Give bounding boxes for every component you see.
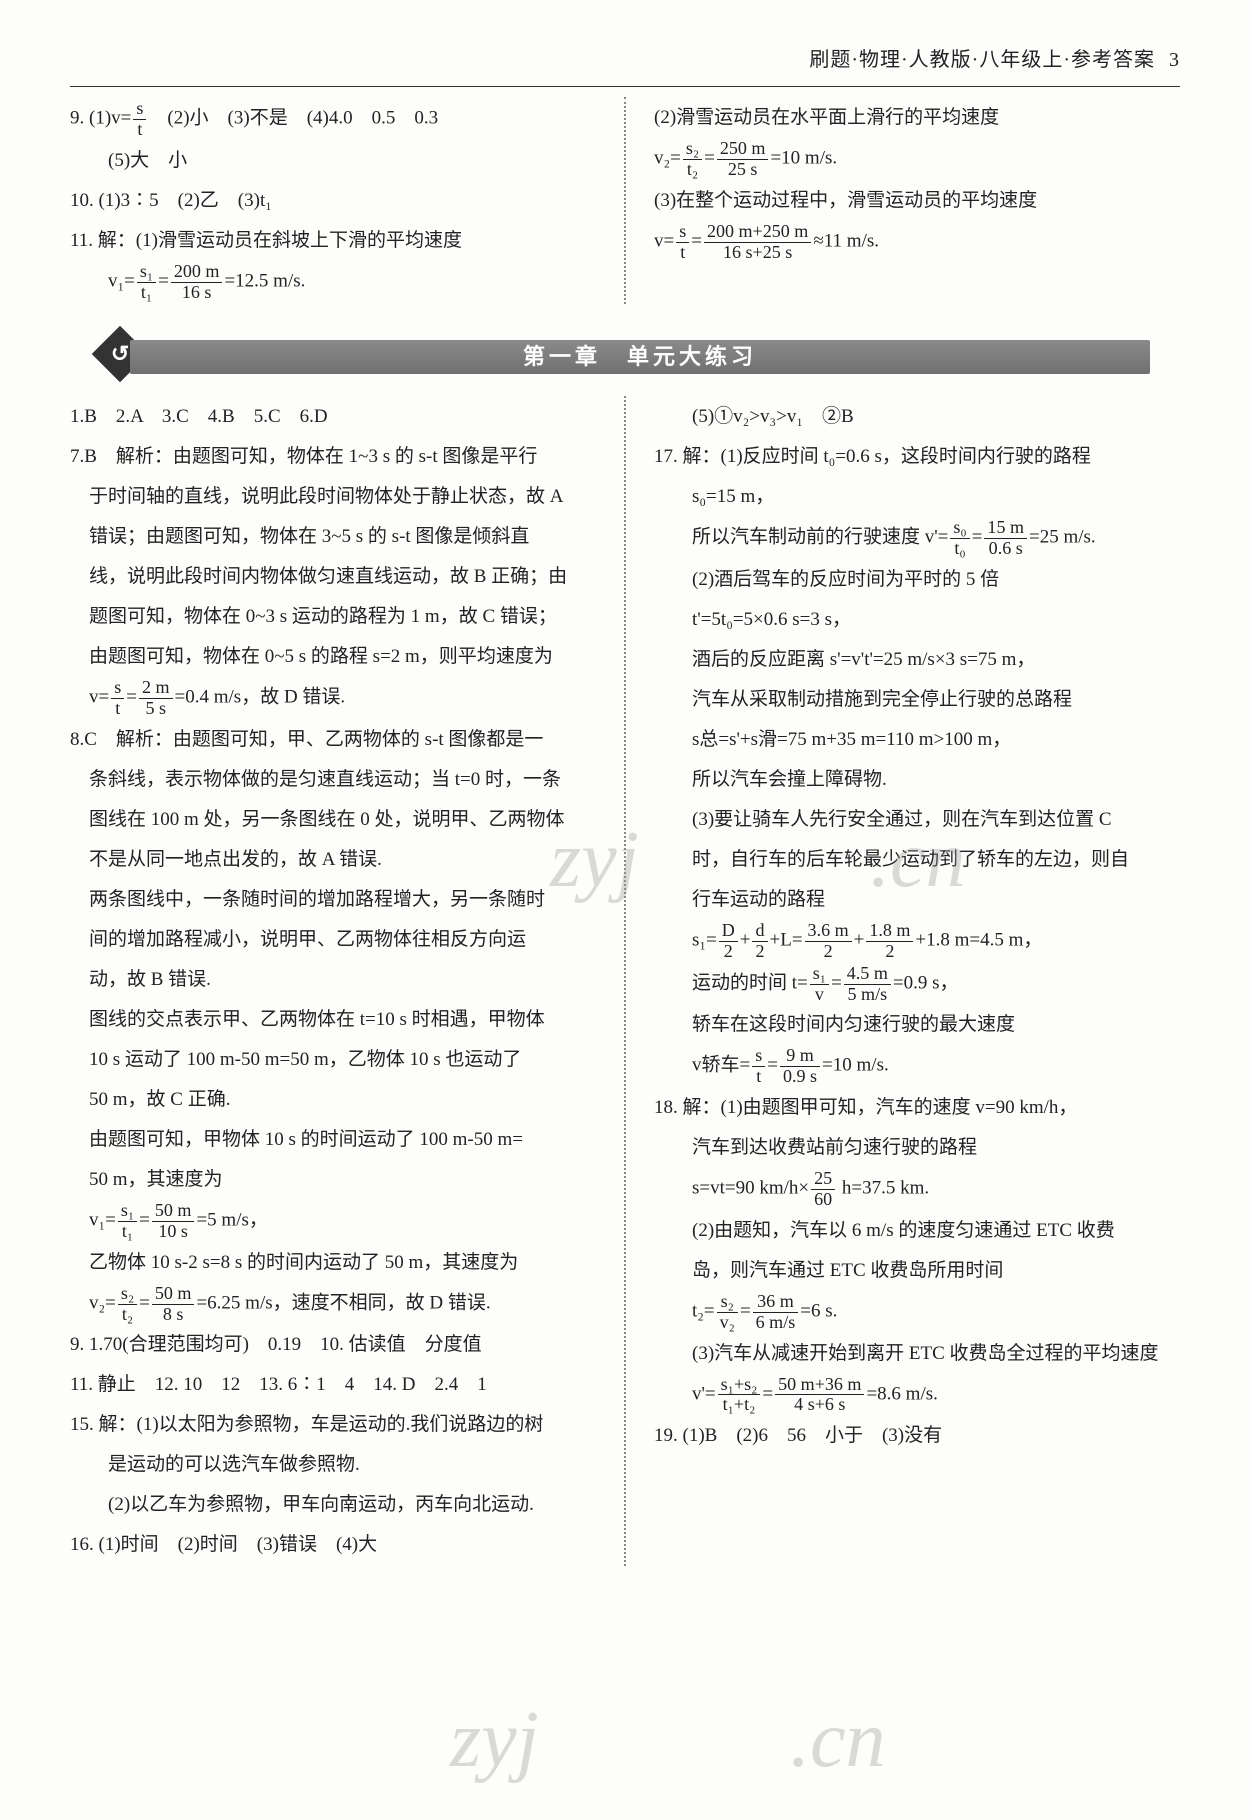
text-line: 9. (1)v=st (2)小 (3)不是 (4)4.0 0.5 0.3 bbox=[70, 99, 596, 140]
watermark: zyj bbox=[450, 1660, 539, 1820]
column-divider bbox=[624, 97, 626, 304]
text-line: (2)滑雪运动员在水平面上滑行的平均速度 bbox=[654, 99, 1180, 137]
text-line: 动，故 B 错误. bbox=[70, 961, 596, 999]
text-line: s₁=D2+d2+L=3.6 m2+1.8 m2+1.8 m=4.5 m， bbox=[654, 921, 1180, 962]
text-line: 汽车从采取制动措施到完全停止行驶的总路程 bbox=[654, 681, 1180, 719]
text-line: v₁=s₁t₁=50 m10 s=5 m/s， bbox=[70, 1201, 596, 1242]
page-number: 3 bbox=[1169, 49, 1180, 71]
text-line: 由题图可知，物体在 0~5 s 的路程 s=2 m，则平均速度为 bbox=[70, 638, 596, 676]
text-line: (5)①v₂>v₃>v₁ ②B bbox=[654, 398, 1180, 436]
text-line: (3)汽车从减速开始到离开 ETC 收费岛全过程的平均速度 bbox=[654, 1335, 1180, 1373]
text-line: (2)以乙车为参照物，甲车向南运动，丙车向北运动. bbox=[70, 1486, 596, 1524]
top-section: 9. (1)v=st (2)小 (3)不是 (4)4.0 0.5 0.3 (5)… bbox=[70, 97, 1180, 304]
main-left-column: 1.B 2.A 3.C 4.B 5.C 6.D7.B 解析：由题图可知，物体在 … bbox=[70, 396, 596, 1566]
text-line: (3)在整个运动过程中，滑雪运动员的平均速度 bbox=[654, 182, 1180, 220]
column-divider bbox=[624, 396, 626, 1566]
banner-title: 第一章 单元大练习 bbox=[130, 340, 1150, 374]
text-line: 酒后的反应距离 s'=v't'=25 m/s×3 s=75 m， bbox=[654, 641, 1180, 679]
text-line: v=st=200 m+250 m16 s+25 s≈11 m/s. bbox=[654, 222, 1180, 263]
text-line: 是运动的可以选汽车做参照物. bbox=[70, 1446, 596, 1484]
text-line: 条斜线，表示物体做的是匀速直线运动；当 t=0 时，一条 bbox=[70, 761, 596, 799]
text-line: (2)酒后驾车的反应时间为平时的 5 倍 bbox=[654, 561, 1180, 599]
text-line: t₂=s₂v₂=36 m6 m/s=6 s. bbox=[654, 1292, 1180, 1333]
text-line: 19. (1)B (2)6 56 小于 (3)没有 bbox=[654, 1417, 1180, 1455]
text-line: s=vt=90 km/h×2560 h=37.5 km. bbox=[654, 1169, 1180, 1210]
text-line: t'=5t₀=5×0.6 s=3 s， bbox=[654, 601, 1180, 639]
text-line: 运动的时间 t=s₁v=4.5 m5 m/s=0.9 s， bbox=[654, 964, 1180, 1005]
text-line: 15. 解：(1)以太阳为参照物，车是运动的.我们说路边的树 bbox=[70, 1406, 596, 1444]
text-line: 轿车在这段时间内匀速行驶的最大速度 bbox=[654, 1006, 1180, 1044]
text-line: 9. 1.70(合理范围均可) 0.19 10. 估读值 分度值 bbox=[70, 1326, 596, 1364]
text-line: 于时间轴的直线，说明此段时间物体处于静止状态，故 A bbox=[70, 478, 596, 516]
main-section: 1.B 2.A 3.C 4.B 5.C 6.D7.B 解析：由题图可知，物体在 … bbox=[70, 396, 1180, 1566]
text-line: v=st=2 m5 s=0.4 m/s，故 D 错误. bbox=[70, 678, 596, 719]
text-line: 1.B 2.A 3.C 4.B 5.C 6.D bbox=[70, 398, 596, 436]
text-line: 间的增加路程减小，说明甲、乙两物体往相反方向运 bbox=[70, 921, 596, 959]
text-line: 16. (1)时间 (2)时间 (3)错误 (4)大 bbox=[70, 1526, 596, 1564]
text-line: 7.B 解析：由题图可知，物体在 1~3 s 的 s-t 图像是平行 bbox=[70, 438, 596, 476]
text-line: 由题图可知，甲物体 10 s 的时间运动了 100 m-50 m= bbox=[70, 1121, 596, 1159]
text-line: 时，自行车的后车轮最少运动到了轿车的左边，则自 bbox=[654, 841, 1180, 879]
text-line: 岛，则汽车通过 ETC 收费岛所用时间 bbox=[654, 1252, 1180, 1290]
text-line: 8.C 解析：由题图可知，甲、乙两物体的 s-t 图像都是一 bbox=[70, 721, 596, 759]
text-line: 50 m，其速度为 bbox=[70, 1161, 596, 1199]
section-banner: ↺ 第一章 单元大练习 bbox=[70, 334, 1180, 378]
text-line: 汽车到达收费站前匀速行驶的路程 bbox=[654, 1129, 1180, 1167]
text-line: v₁=s₁t₁=200 m16 s=12.5 m/s. bbox=[70, 262, 596, 303]
header-text: 刷题·物理·人教版·八年级上·参考答案 bbox=[809, 49, 1155, 71]
text-line: 两条图线中，一条随时间的增加路程增大，另一条随时 bbox=[70, 881, 596, 919]
watermark: .cn bbox=[790, 1660, 886, 1820]
text-line: (3)要让骑车人先行安全通过，则在汽车到达位置 C bbox=[654, 801, 1180, 839]
text-line: 50 m，故 C 正确. bbox=[70, 1081, 596, 1119]
text-line: 10 s 运动了 100 m-50 m=50 m，乙物体 10 s 也运动了 bbox=[70, 1041, 596, 1079]
text-line: s总=s'+s滑=75 m+35 m=110 m>100 m， bbox=[654, 721, 1180, 759]
page-header: 刷题·物理·人教版·八年级上·参考答案 3 bbox=[70, 40, 1180, 87]
text-line: v₂=s₂t₂=50 m8 s=6.25 m/s，速度不相同，故 D 错误. bbox=[70, 1284, 596, 1325]
top-left-column: 9. (1)v=st (2)小 (3)不是 (4)4.0 0.5 0.3 (5)… bbox=[70, 97, 596, 304]
page-content: 刷题·物理·人教版·八年级上·参考答案 3 9. (1)v=st (2)小 (3… bbox=[70, 40, 1180, 1566]
text-line: 11. 解：(1)滑雪运动员在斜坡上下滑的平均速度 bbox=[70, 222, 596, 260]
text-line: v'=s₁+s₂t₁+t₂=50 m+36 m4 s+6 s=8.6 m/s. bbox=[654, 1375, 1180, 1416]
text-line: v₂=s₂t₂=250 m25 s=10 m/s. bbox=[654, 139, 1180, 180]
text-line: 图线在 100 m 处，另一条图线在 0 处，说明甲、乙两物体 bbox=[70, 801, 596, 839]
text-line: 乙物体 10 s-2 s=8 s 的时间内运动了 50 m，其速度为 bbox=[70, 1244, 596, 1282]
text-line: 所以汽车制动前的行驶速度 v'=s₀t₀=15 m0.6 s=25 m/s. bbox=[654, 518, 1180, 559]
text-line: 不是从同一地点出发的，故 A 错误. bbox=[70, 841, 596, 879]
text-line: 图线的交点表示甲、乙两物体在 t=10 s 时相遇，甲物体 bbox=[70, 1001, 596, 1039]
text-line: 行车运动的路程 bbox=[654, 881, 1180, 919]
text-line: 线，说明此段时间内物体做匀速直线运动，故 B 正确；由 bbox=[70, 558, 596, 596]
text-line: (5)大 小 bbox=[70, 142, 596, 180]
text-line: 17. 解：(1)反应时间 t₀=0.6 s，这段时间内行驶的路程 bbox=[654, 438, 1180, 476]
top-right-column: (2)滑雪运动员在水平面上滑行的平均速度v₂=s₂t₂=250 m25 s=10… bbox=[654, 97, 1180, 304]
text-line: 11. 静止 12. 10 12 13. 6∶1 4 14. D 2.4 1 bbox=[70, 1366, 596, 1404]
text-line: 错误；由题图可知，物体在 3~5 s 的 s-t 图像是倾斜直 bbox=[70, 518, 596, 556]
text-line: v轿车=st=9 m0.9 s=10 m/s. bbox=[654, 1046, 1180, 1087]
text-line: 18. 解：(1)由题图甲可知，汽车的速度 v=90 km/h， bbox=[654, 1089, 1180, 1127]
text-line: 10. (1)3∶5 (2)乙 (3)t₁ bbox=[70, 182, 596, 220]
text-line: 所以汽车会撞上障碍物. bbox=[654, 761, 1180, 799]
text-line: 题图可知，物体在 0~3 s 运动的路程为 1 m，故 C 错误； bbox=[70, 598, 596, 636]
main-right-column: (5)①v₂>v₃>v₁ ②B17. 解：(1)反应时间 t₀=0.6 s，这段… bbox=[654, 396, 1180, 1566]
text-line: s₀=15 m， bbox=[654, 478, 1180, 516]
text-line: (2)由题知，汽车以 6 m/s 的速度匀速通过 ETC 收费 bbox=[654, 1212, 1180, 1250]
